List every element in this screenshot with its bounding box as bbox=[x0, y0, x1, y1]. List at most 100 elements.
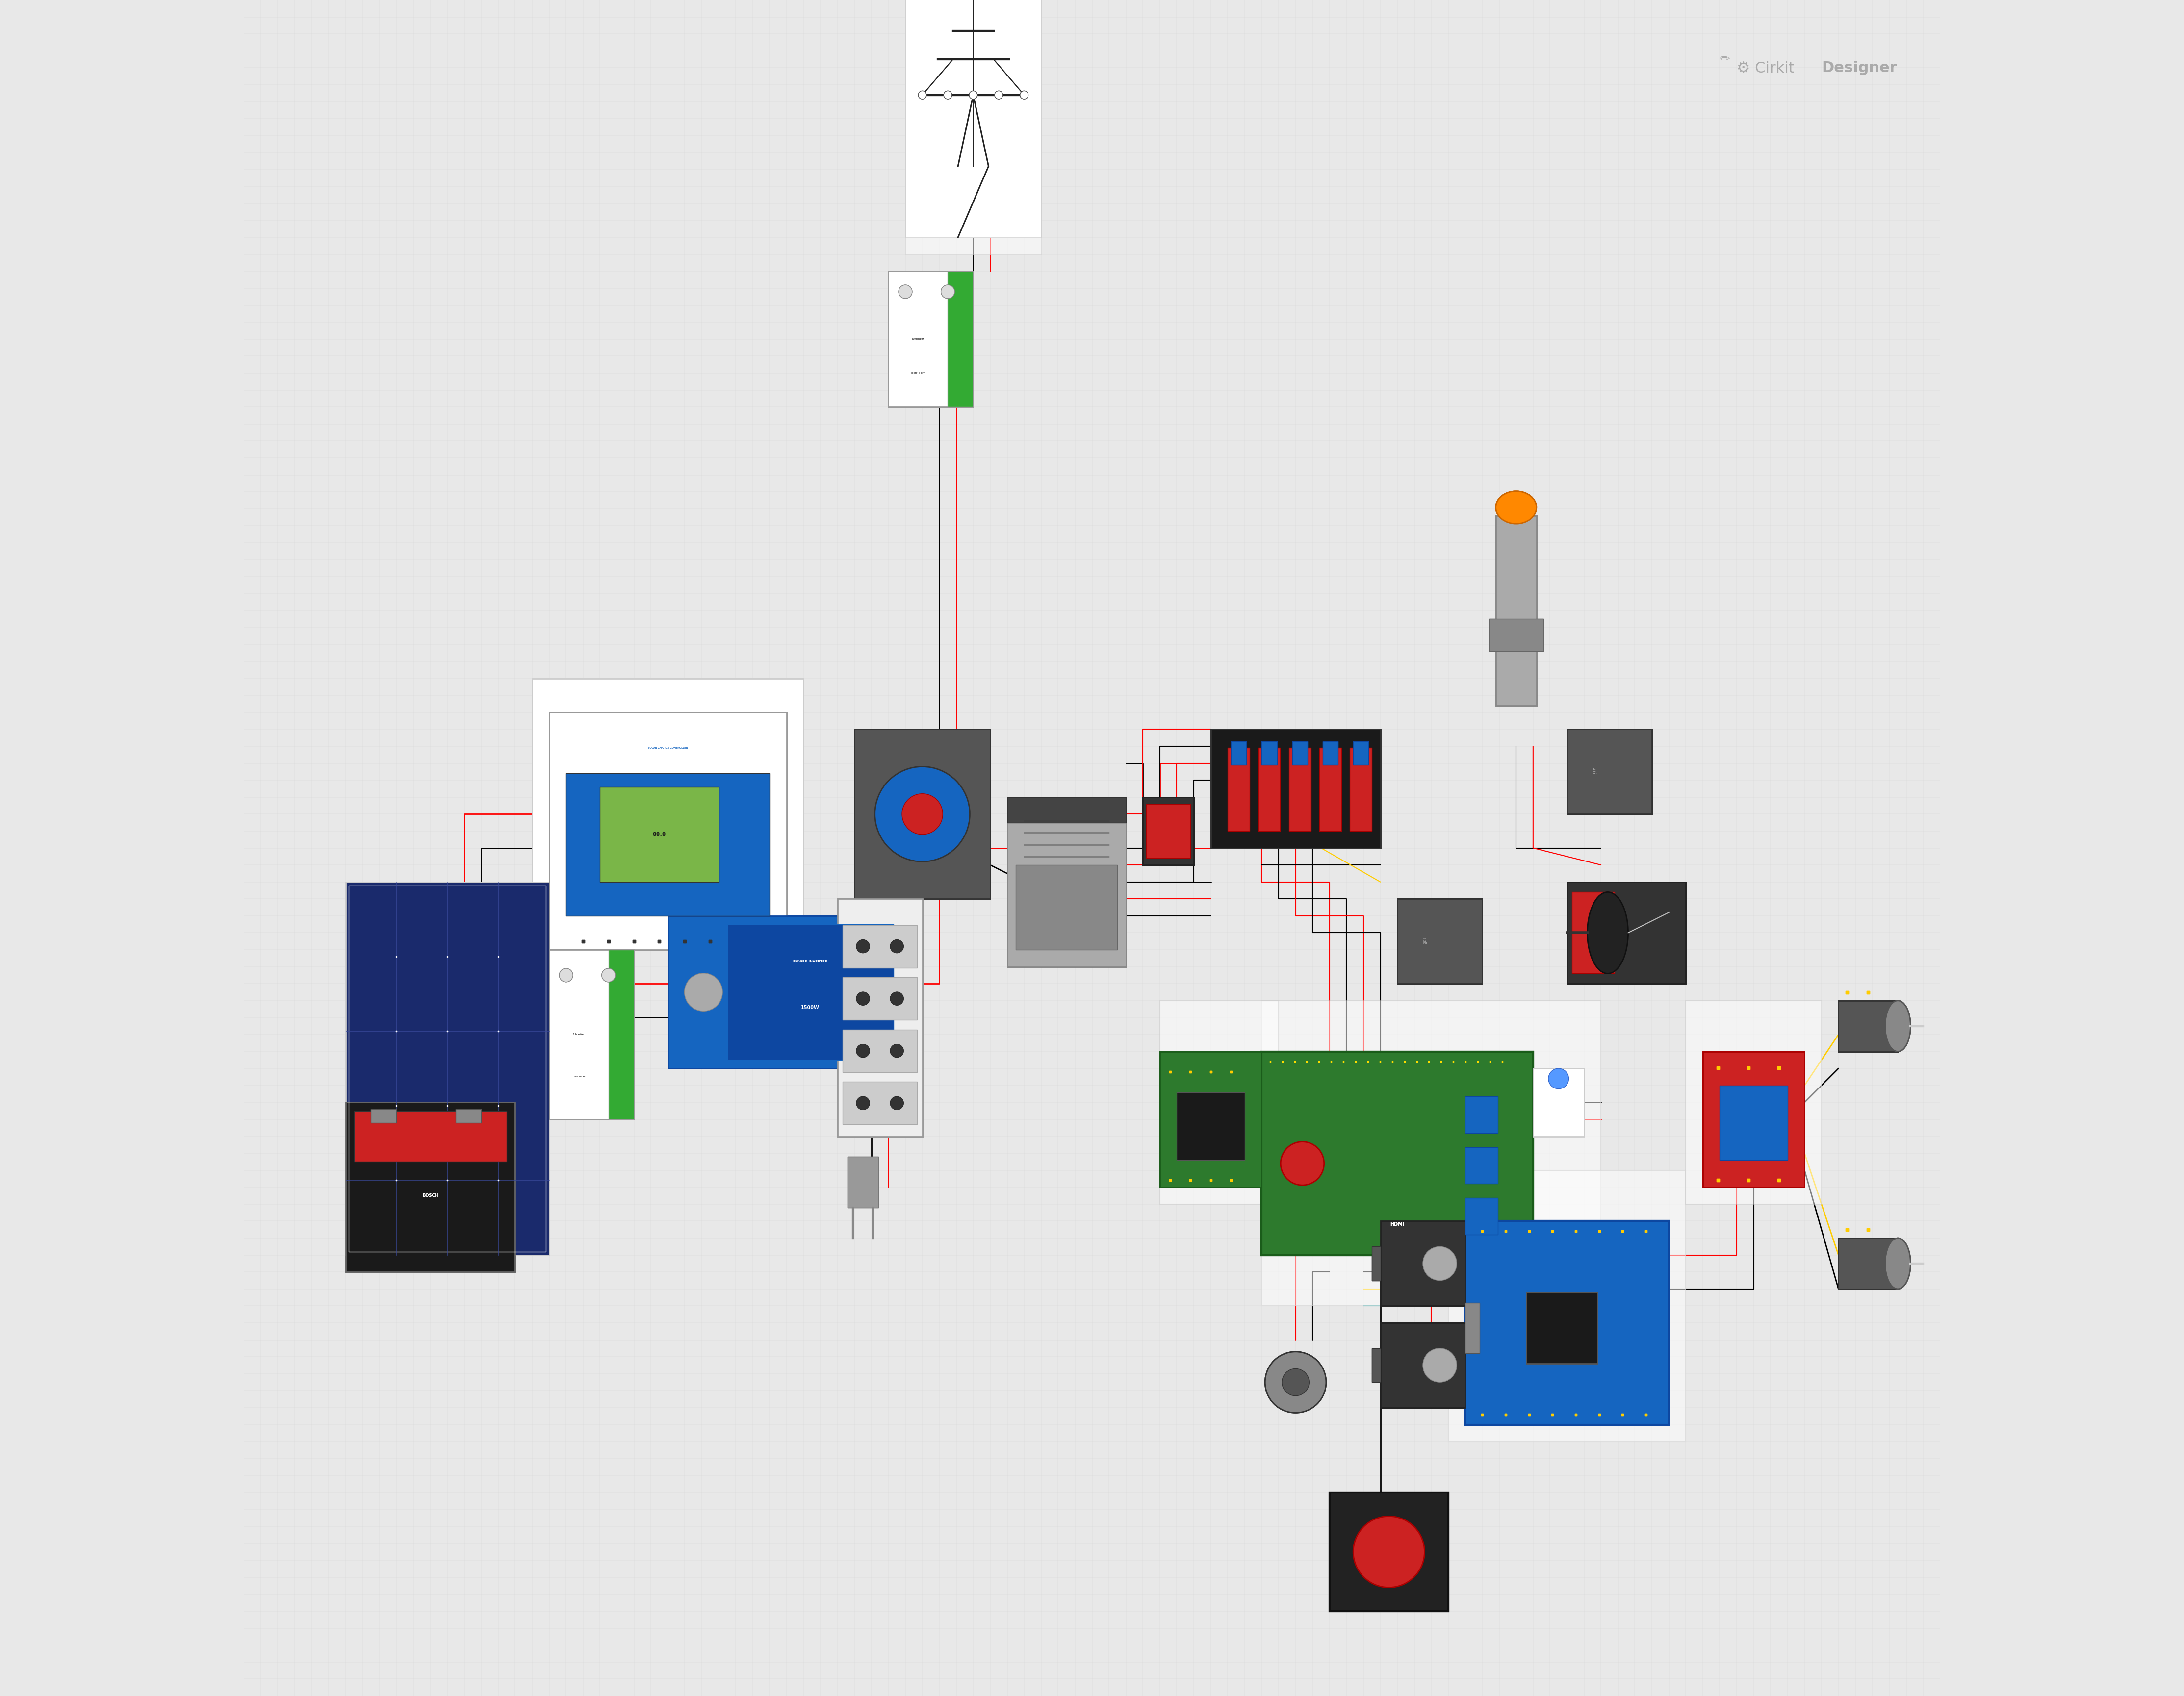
Bar bbox=[843, 977, 917, 1019]
Circle shape bbox=[891, 992, 904, 1006]
Circle shape bbox=[994, 92, 1002, 98]
Bar bbox=[889, 271, 974, 407]
Bar bbox=[1496, 516, 1538, 706]
Bar bbox=[371, 1109, 397, 1123]
Circle shape bbox=[902, 794, 943, 834]
Bar bbox=[1149, 804, 1164, 858]
Circle shape bbox=[856, 992, 869, 1006]
Circle shape bbox=[891, 1045, 904, 1058]
Circle shape bbox=[891, 992, 904, 1006]
Circle shape bbox=[856, 1096, 869, 1109]
Circle shape bbox=[1422, 1247, 1457, 1280]
Circle shape bbox=[1422, 1348, 1457, 1382]
Bar bbox=[1566, 729, 1651, 814]
Circle shape bbox=[1280, 1141, 1324, 1186]
Text: SOLAR CHARGE CONTROLLER: SOLAR CHARGE CONTROLLER bbox=[649, 746, 688, 750]
Bar bbox=[1232, 741, 1247, 765]
Bar bbox=[1007, 797, 1127, 967]
Text: ⚙ Cirkit: ⚙ Cirkit bbox=[1736, 61, 1800, 75]
Bar bbox=[601, 787, 719, 882]
Bar bbox=[1398, 899, 1483, 984]
Circle shape bbox=[1282, 1369, 1308, 1396]
Bar bbox=[727, 924, 893, 1060]
Circle shape bbox=[891, 940, 904, 953]
Circle shape bbox=[898, 285, 913, 298]
Bar bbox=[1160, 1052, 1262, 1187]
Bar bbox=[1465, 1221, 1669, 1425]
Bar bbox=[906, 0, 1042, 254]
Bar bbox=[349, 885, 546, 1252]
Circle shape bbox=[891, 1096, 904, 1109]
Circle shape bbox=[1422, 1247, 1457, 1280]
Bar bbox=[906, 0, 1042, 254]
Bar bbox=[548, 950, 633, 1119]
Bar bbox=[1262, 741, 1278, 765]
Circle shape bbox=[1265, 1352, 1326, 1413]
Bar bbox=[609, 950, 633, 1119]
Ellipse shape bbox=[1496, 492, 1538, 524]
Bar bbox=[609, 950, 633, 1119]
Bar bbox=[371, 1109, 397, 1123]
Bar bbox=[1142, 797, 1195, 865]
Bar bbox=[1293, 741, 1308, 765]
Circle shape bbox=[994, 92, 1002, 98]
Bar bbox=[1319, 748, 1341, 831]
Bar bbox=[354, 1111, 507, 1162]
Circle shape bbox=[1280, 1141, 1324, 1186]
Text: Vcc
Out
GND: Vcc Out GND bbox=[1422, 938, 1428, 945]
Text: Schneider: Schneider bbox=[572, 1033, 585, 1036]
Text: O OFF  O OFF: O OFF O OFF bbox=[572, 1075, 585, 1079]
Circle shape bbox=[856, 1096, 869, 1109]
Bar bbox=[854, 729, 989, 899]
Bar bbox=[548, 712, 786, 950]
Bar bbox=[349, 885, 546, 1252]
Bar bbox=[456, 1109, 480, 1123]
Bar bbox=[1527, 1292, 1597, 1364]
Circle shape bbox=[902, 794, 943, 834]
Bar bbox=[548, 712, 786, 950]
Bar bbox=[1380, 1323, 1465, 1408]
Ellipse shape bbox=[1885, 1238, 1911, 1289]
Bar bbox=[1258, 748, 1280, 831]
Bar bbox=[1262, 1052, 1533, 1255]
Bar bbox=[1350, 748, 1372, 831]
Bar bbox=[1566, 729, 1651, 814]
Bar bbox=[836, 899, 922, 1136]
Bar bbox=[1149, 804, 1164, 858]
Bar bbox=[1380, 1221, 1465, 1306]
Text: BOSCH: BOSCH bbox=[422, 1194, 439, 1197]
Circle shape bbox=[891, 1096, 904, 1109]
Bar bbox=[1007, 797, 1127, 967]
Circle shape bbox=[917, 92, 926, 98]
Text: HDMI: HDMI bbox=[1391, 1223, 1404, 1226]
Bar bbox=[1016, 865, 1118, 950]
Circle shape bbox=[684, 974, 723, 1011]
Circle shape bbox=[970, 92, 976, 98]
Bar bbox=[1686, 1001, 1821, 1204]
Bar bbox=[1319, 748, 1341, 831]
Circle shape bbox=[941, 285, 954, 298]
Bar bbox=[1465, 1221, 1669, 1425]
Ellipse shape bbox=[1496, 492, 1538, 524]
Bar bbox=[1007, 797, 1127, 823]
Bar bbox=[1160, 1052, 1262, 1187]
Bar bbox=[1465, 1096, 1498, 1133]
Bar bbox=[1262, 1052, 1533, 1255]
Bar bbox=[1839, 1238, 1898, 1289]
Bar bbox=[1572, 892, 1614, 974]
Bar bbox=[1496, 516, 1538, 706]
Bar bbox=[533, 678, 804, 950]
Bar bbox=[1289, 748, 1310, 831]
Bar bbox=[843, 1029, 917, 1072]
Bar bbox=[1572, 892, 1614, 974]
Bar bbox=[1232, 741, 1247, 765]
Bar bbox=[1402, 907, 1431, 975]
Bar bbox=[847, 1157, 878, 1208]
Bar bbox=[1354, 741, 1369, 765]
Bar bbox=[843, 977, 917, 1019]
Circle shape bbox=[856, 1045, 869, 1058]
Text: 88.8: 88.8 bbox=[653, 833, 666, 836]
Text: O OFF  O OFF: O OFF O OFF bbox=[572, 1075, 585, 1079]
Bar bbox=[889, 271, 974, 407]
Bar bbox=[1572, 738, 1601, 806]
